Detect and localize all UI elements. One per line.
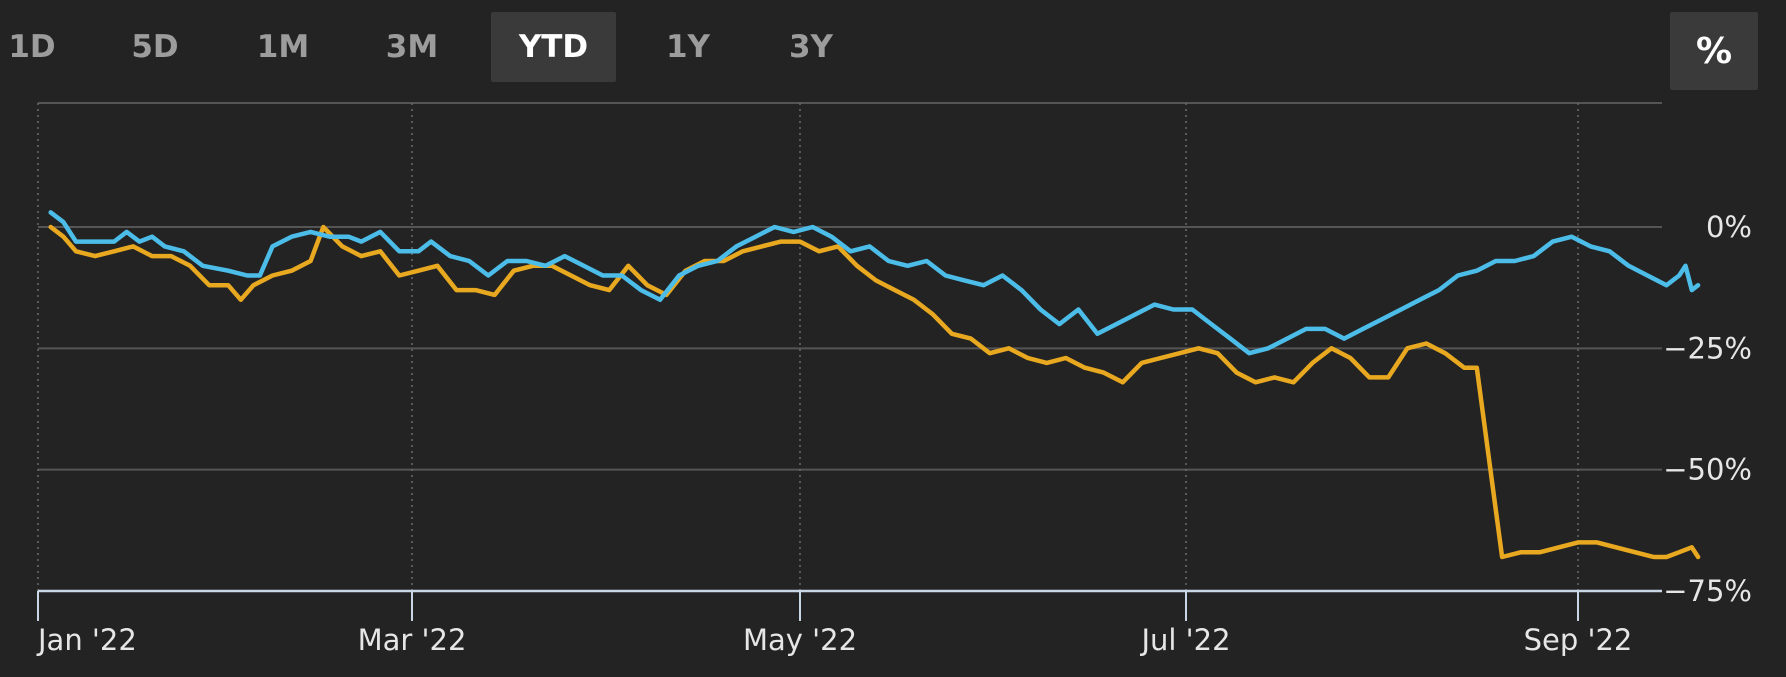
x-tick-label: Mar '22 [358, 623, 467, 657]
range-5d-button[interactable]: 5D [131, 29, 179, 65]
series-line-orange [48, 224, 1701, 560]
y-tick-label: 0% [1706, 210, 1752, 244]
percent-toggle-button[interactable]: % [1670, 12, 1758, 90]
x-tick-label: Jul '22 [1139, 623, 1230, 657]
series-line-blue [48, 210, 1701, 356]
range-1y-button[interactable]: 1Y [665, 29, 711, 65]
range-1d-button[interactable]: 1D [8, 29, 56, 65]
x-tick-label: May '22 [743, 623, 857, 657]
x-tick-label: Jan '22 [36, 623, 137, 657]
range-1m-button[interactable]: 1M [256, 29, 310, 65]
y-tick-label: −50% [1663, 453, 1752, 487]
x-tick-label: Sep '22 [1524, 623, 1633, 657]
range-ytd-button[interactable]: YTD [491, 12, 616, 82]
y-tick-label: −75% [1663, 574, 1752, 608]
y-tick-label: −25% [1663, 331, 1752, 365]
range-3y-button[interactable]: 3Y [788, 29, 834, 65]
range-3m-button[interactable]: 3M [385, 29, 439, 65]
